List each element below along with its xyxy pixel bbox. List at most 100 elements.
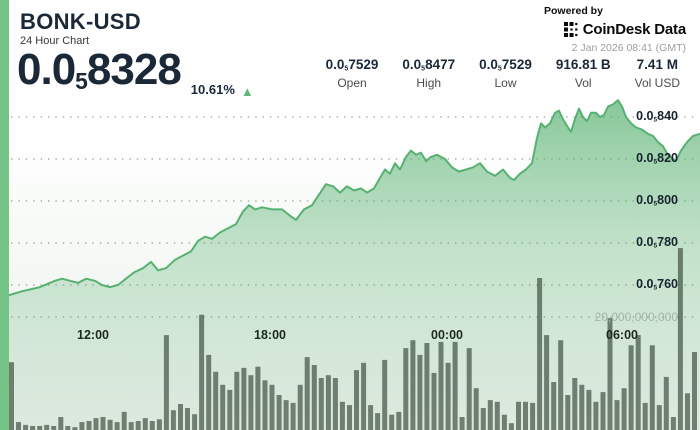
volume-bar <box>248 375 254 430</box>
stat-open-label: Open <box>337 75 367 90</box>
volume-bar <box>347 405 352 430</box>
volume-bar <box>670 417 676 430</box>
volume-bar <box>23 424 29 430</box>
x-axis-tick-label: 06:00 <box>606 328 638 342</box>
stat-vol: 916.81 B Vol <box>555 57 611 90</box>
price-subscript: 5 <box>75 68 88 95</box>
volume-bar <box>417 354 423 430</box>
volume-bar <box>558 340 564 430</box>
price-line <box>7 99 700 297</box>
stat-low: 0.057529 Low <box>479 57 532 90</box>
volume-bar <box>375 413 381 430</box>
volume-bar <box>382 359 388 430</box>
volume-bar <box>142 418 148 430</box>
volume-bar <box>297 384 303 430</box>
timestamp: 2 Jan 2026 08:41 (GMT) <box>571 42 686 54</box>
price-area-fill <box>8 100 700 430</box>
stat-vol-label: Vol <box>574 75 592 90</box>
volume-bar <box>79 422 85 430</box>
stat-high-label: High <box>416 75 442 90</box>
volume-bar <box>318 378 324 430</box>
volume-bar <box>269 384 275 430</box>
chart-subtitle: 24 Hour Chart <box>20 35 90 47</box>
volume-bar <box>431 372 437 430</box>
volume-bar <box>72 427 78 430</box>
volume-bar <box>452 341 458 430</box>
volume-bar <box>213 371 219 430</box>
current-price: 0.058328 <box>17 45 182 95</box>
volume-bar <box>234 371 240 430</box>
volume-bar <box>93 418 99 430</box>
volume-bar <box>663 376 669 430</box>
volume-bar <box>51 426 57 430</box>
volume-bar <box>544 335 550 430</box>
volume-bar <box>304 357 310 430</box>
volume-bar <box>677 248 683 430</box>
volume-bar <box>114 422 120 430</box>
volume-bar <box>37 426 43 430</box>
volume-bar <box>339 401 345 430</box>
volume-bar <box>389 414 395 430</box>
volume-bar <box>656 405 662 430</box>
volume-bar <box>480 408 486 430</box>
up-arrow-icon: ▲ <box>240 84 254 100</box>
coindesk-brand[interactable]: CoinDesk Data <box>536 21 686 38</box>
volume-bar <box>149 421 155 430</box>
volume-bar <box>516 401 521 430</box>
stat-low-label: Low <box>494 75 517 90</box>
volume-bar <box>128 422 134 430</box>
volume-bar <box>600 392 606 430</box>
stat-high: 0.058477 High <box>402 57 456 90</box>
x-axis-tick-label: 00:00 <box>431 328 463 342</box>
volume-bar <box>255 366 261 430</box>
volume-bar <box>30 426 36 430</box>
volume-bar <box>473 388 479 430</box>
volume-bar <box>593 401 599 430</box>
volume-bar <box>642 402 648 430</box>
volume-bar <box>614 400 620 430</box>
volume-bar <box>621 388 627 430</box>
powered-by-block: Powered by CoinDesk Data 2 Jan 2026 08:4… <box>536 5 686 54</box>
volume-bar <box>44 424 50 430</box>
volume-bar <box>487 400 493 430</box>
volume-bar <box>354 370 359 430</box>
stat-vol-usd-label: Vol USD <box>634 75 680 90</box>
volume-bar <box>466 348 472 430</box>
volume-bar <box>325 375 331 430</box>
volume-bar <box>121 411 127 430</box>
volume-bar <box>396 411 402 430</box>
y-axis-tick-label: 0.05840 <box>636 109 678 124</box>
volume-bar <box>635 335 641 430</box>
volume-bar <box>156 419 162 430</box>
volume-bar <box>523 401 528 430</box>
volume-bar <box>403 348 409 430</box>
coindesk-logo-icon <box>563 22 578 37</box>
y-axis-tick-label: 0.05760 <box>636 277 678 292</box>
stat-vol-usd: 7.41 M Vol USD <box>634 57 680 90</box>
coindesk-brand-name: CoinDesk Data <box>582 21 686 38</box>
volume-bar <box>199 314 205 430</box>
volume-bar <box>58 417 64 430</box>
volume-bar <box>178 404 183 430</box>
current-price-row: 0.058328 10.61% ▲ <box>17 48 254 103</box>
y-axis-tick-label: 0.05800 <box>636 193 678 208</box>
volume-bar <box>276 395 282 430</box>
volume-bar <box>227 389 233 430</box>
volume-bar <box>220 384 226 430</box>
volume-bar <box>628 345 634 430</box>
volume-bar <box>332 378 338 430</box>
y-axis-tick-label: 0.05780 <box>636 235 678 250</box>
volume-bar <box>685 393 690 430</box>
volume-bar <box>65 426 71 430</box>
volume-bar <box>649 345 655 430</box>
volume-bar <box>438 341 444 430</box>
volume-bar <box>311 365 317 430</box>
volume-bar <box>16 422 21 430</box>
volume-bar <box>445 362 451 430</box>
volume-bar <box>607 318 613 430</box>
page-title: BONK-USD <box>20 9 141 34</box>
volume-bar <box>424 343 430 430</box>
volume-bar <box>565 395 571 430</box>
left-accent-bar <box>0 0 9 430</box>
